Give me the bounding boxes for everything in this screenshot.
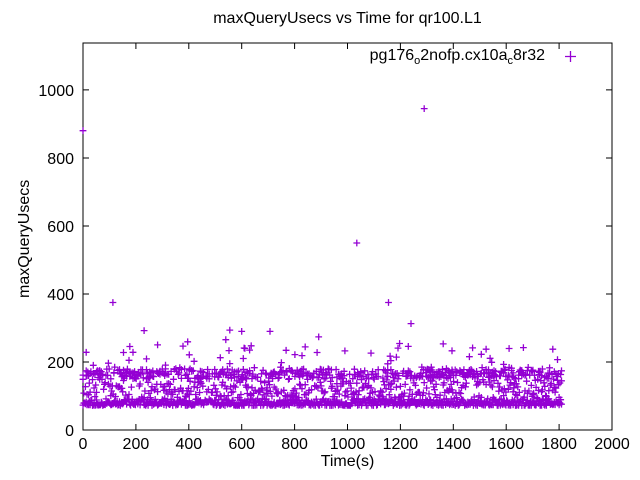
svg-text:800: 800 [281, 436, 308, 453]
plus-marker-icon [565, 50, 576, 62]
svg-text:1400: 1400 [436, 436, 472, 453]
svg-text:0: 0 [65, 423, 74, 440]
y-tick-labels: 0 200 400 600 800 1000 [38, 83, 74, 440]
svg-text:400: 400 [175, 436, 202, 453]
svg-text:1000: 1000 [330, 436, 366, 453]
svg-text:1200: 1200 [383, 436, 419, 453]
svg-text:400: 400 [47, 287, 74, 304]
x-axis-label: Time(s) [320, 453, 375, 470]
svg-text:200: 200 [123, 436, 150, 453]
svg-text:1000: 1000 [38, 83, 74, 100]
legend: pg176o2nofp.cx10ac8r32 [369, 46, 578, 68]
svg-text:2000: 2000 [594, 436, 630, 453]
svg-text:200: 200 [47, 355, 74, 372]
scatter-points [79, 105, 565, 409]
svg-text:1800: 1800 [541, 436, 577, 453]
svg-text:0: 0 [79, 436, 88, 453]
x-ticks [82, 43, 613, 431]
svg-text:600: 600 [47, 219, 74, 236]
svg-text:600: 600 [228, 436, 255, 453]
chart-title: maxQueryUsecs vs Time for qr100.L1 [213, 10, 482, 27]
svg-text:1600: 1600 [488, 436, 524, 453]
legend-label: pg176o2nofp.cx10ac8r32 [369, 47, 545, 68]
svg-text:800: 800 [47, 151, 74, 168]
x-tick-labels: 0 200 400 600 800 1000 1200 1400 1600 1800 2000 [79, 436, 630, 453]
